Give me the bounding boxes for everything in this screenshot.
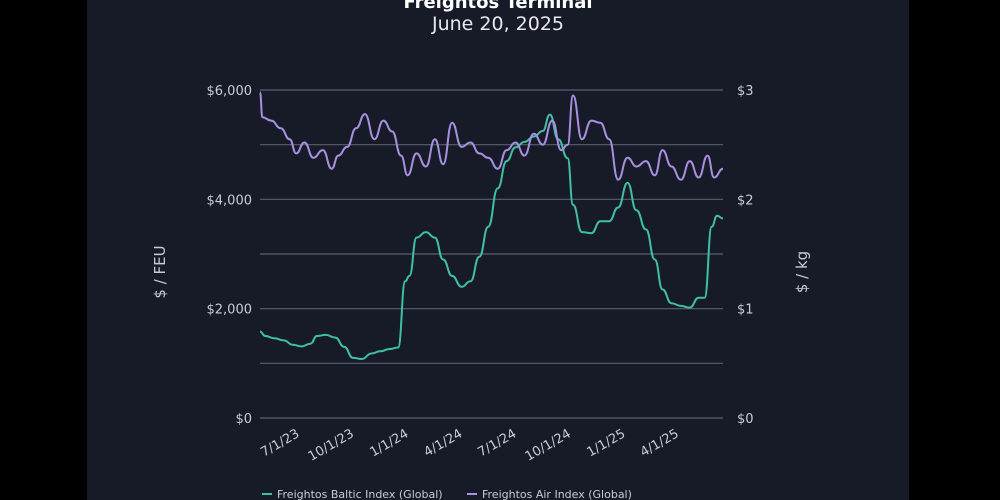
- x-tick-label: 10/1/23: [306, 426, 357, 464]
- left-tick-label: $4,000: [207, 193, 253, 208]
- left-tick-label: $2,000: [207, 303, 253, 318]
- x-tick-label: 10/1/24: [523, 426, 574, 464]
- x-tick-label: 4/1/25: [638, 426, 682, 460]
- legend-label: Freightos Air Index (Global): [482, 488, 632, 500]
- legend-label: Freightos Baltic Index (Global): [277, 488, 443, 500]
- left-axis-ticks: $0 $2,000 $4,000 $6,000: [207, 84, 253, 427]
- right-tick-label: $3: [737, 84, 754, 99]
- x-axis-ticks: 7/1/23 10/1/23 1/1/24 4/1/24 7/1/24 10/1/24 1/…: [258, 426, 681, 464]
- chart-svg: $0$2,000$4,000$6,000 $0$1$2$3 7/1/23 10/1…: [151, 84, 811, 500]
- right-tick-label: $2: [737, 193, 754, 208]
- air-index-line: [259, 91, 724, 181]
- grid-lines: [260, 89, 723, 419]
- baltic-index-line: [259, 113, 724, 360]
- right-axis-title: $ / kg: [793, 251, 811, 293]
- x-tick-label: 7/1/23: [258, 426, 302, 460]
- left-tick-label: $0: [235, 412, 252, 427]
- chart-subtitle: June 20, 2025: [431, 13, 565, 35]
- right-tick-label: $0: [737, 412, 754, 427]
- series-lines: [259, 91, 724, 360]
- right-tick-label: $1: [737, 303, 754, 318]
- x-tick-label: 1/1/24: [368, 426, 412, 460]
- left-tick-label: $6,000: [207, 84, 253, 99]
- x-tick-label: 4/1/24: [421, 426, 465, 460]
- right-axis-ticks: $0 $1 $2 $3: [737, 84, 754, 427]
- chart-title: Freightos Terminal: [403, 0, 593, 13]
- x-tick-label: 7/1/24: [475, 426, 519, 460]
- left-axis-title: $ / FEU: [151, 245, 169, 298]
- chart-panel: Freightos Terminal June 20, 2025 $0 $2,00…: [87, 0, 909, 500]
- x-tick-label: 1/1/25: [584, 426, 628, 460]
- legend: Freightos Baltic Index (Global) Freightos…: [262, 488, 632, 500]
